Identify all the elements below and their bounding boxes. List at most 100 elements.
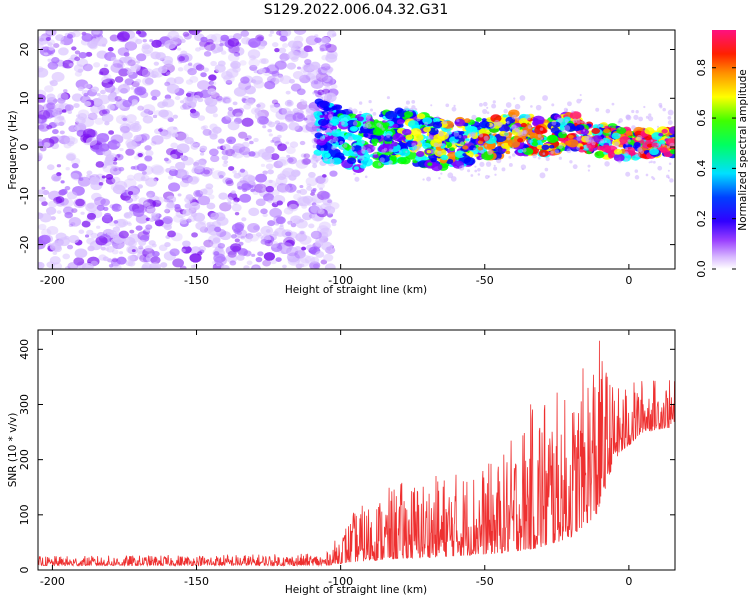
spectrogram-point [46,164,55,171]
spectrogram-point [364,175,368,179]
spectrogram-point [196,30,203,33]
snr-panel: -200 -150 -100 -50 0 0 100 200 300 400 Height of… [7,329,676,596]
spectrogram-point [492,100,496,104]
spectrogram-point [310,256,320,264]
spectrogram-point [60,188,68,195]
spectrogram-point [38,261,45,269]
spectrogram-point [166,83,180,94]
spectrogram-point [459,141,465,146]
spectrogram-point [353,143,357,147]
spectrogram-point [50,216,56,221]
spectrogram-point [573,126,581,132]
spectrogram-point [662,143,666,147]
spectrogram-point [41,186,46,190]
spectrogram-point [323,253,334,262]
spectrogram-point [491,103,497,109]
spectrogram-point [220,264,230,269]
spectrogram-point [46,225,59,235]
spectrogram-point [343,143,348,148]
spectrogram-point [62,206,74,215]
spectrogram-point [218,174,224,179]
spectrogram-point [123,56,133,64]
spectrogram-point [126,221,131,225]
spectrogram-point [168,168,179,177]
spectrogram-point [45,206,57,215]
spectrogram-point [329,158,335,164]
spectrogram-point [319,227,333,238]
spectrogram-point [114,180,128,191]
spectrogram-point [174,96,181,101]
spectrogram-point [185,194,194,200]
spectrogram-point [98,254,107,261]
spectrogram-point [260,239,268,245]
spectrogram-point [227,250,237,258]
spectrogram-point [580,98,583,101]
spectrogram-point [548,144,555,149]
spectrogram-point [90,104,103,114]
spectrogram-point [579,93,582,97]
spectrogram-point [449,147,455,152]
spectrogram-point [141,171,147,175]
spectrogram-point [204,41,216,51]
spectrogram-point [321,241,333,251]
spectrogram-point [225,253,238,263]
spectrogram-point [576,146,580,150]
spectrogram-point [392,123,399,129]
spectrogram-point [53,43,60,48]
spectrogram-point [95,161,105,168]
spectrogram-point [244,137,249,141]
spectrogram-point [126,141,138,150]
spectrogram-point [624,151,629,157]
spectrogram-point [127,222,133,227]
spectrogram-point [192,111,199,117]
spectrogram-point [192,94,201,101]
spectrogram-point [110,56,117,62]
spectrogram-point [308,48,314,52]
spectrogram-point [38,124,45,130]
spectrogram-point [38,196,46,202]
spectrogram-point [323,157,328,162]
spectrogram-point [46,124,53,130]
spectrogram-point [299,185,304,189]
spectrogram-point [320,147,325,152]
spectrogram-point [70,172,80,180]
spectrogram-point [281,107,292,116]
spectrogram-point [582,129,586,132]
spectrogram-point [436,115,439,119]
spectrogram-point [264,80,276,90]
spectrogram-point [537,156,541,160]
spectrogram-point [300,66,309,73]
spectrogram-point [140,133,150,141]
spectrogram-point [433,142,439,148]
spectrogram-point [536,144,544,150]
spectrogram-point [319,187,324,191]
spectrogram-point [144,77,154,85]
spectrogram-point [249,140,254,145]
spectrogram-point [205,34,217,43]
spectrogram-point [241,97,247,102]
spectrogram-point [267,169,274,175]
spectrogram-point [288,122,300,131]
x-tick-label: -200 [40,575,65,588]
spectrogram-point [567,101,572,107]
spectrogram-point [38,66,44,73]
spectrogram-point [286,252,300,263]
spectrogram-point [354,176,360,182]
spectrogram-point [592,135,603,143]
spectrogram-point [126,174,135,181]
spectrogram-point [248,37,261,48]
spectrogram-point [295,219,308,229]
spectrogram-point [87,203,95,209]
spectrogram-point [258,68,266,74]
spectrogram-point [328,139,334,144]
spectrogram-point [85,51,93,57]
spectrogram-point [68,217,82,227]
spectrogram-point [465,140,469,144]
spectrogram-point [545,156,550,162]
spectrogram-point [423,126,431,133]
spectrogram-point [327,122,333,128]
spectrogram-point [312,163,318,169]
spectrogram-point [219,202,232,212]
spectrogram-point [114,76,124,83]
spectrogram-point [55,34,65,42]
